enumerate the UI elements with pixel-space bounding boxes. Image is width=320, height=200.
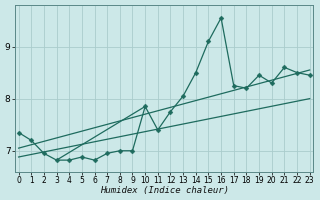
X-axis label: Humidex (Indice chaleur): Humidex (Indice chaleur) (100, 186, 228, 195)
